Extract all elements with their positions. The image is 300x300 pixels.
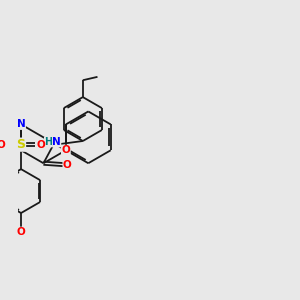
Text: O: O <box>36 140 45 150</box>
Text: O: O <box>61 145 70 155</box>
Text: H: H <box>44 137 52 147</box>
Text: O: O <box>17 227 26 237</box>
Text: N: N <box>17 119 26 129</box>
Text: O: O <box>0 140 6 150</box>
Text: O: O <box>63 160 72 170</box>
Text: N: N <box>52 137 61 147</box>
Text: S: S <box>16 138 26 151</box>
